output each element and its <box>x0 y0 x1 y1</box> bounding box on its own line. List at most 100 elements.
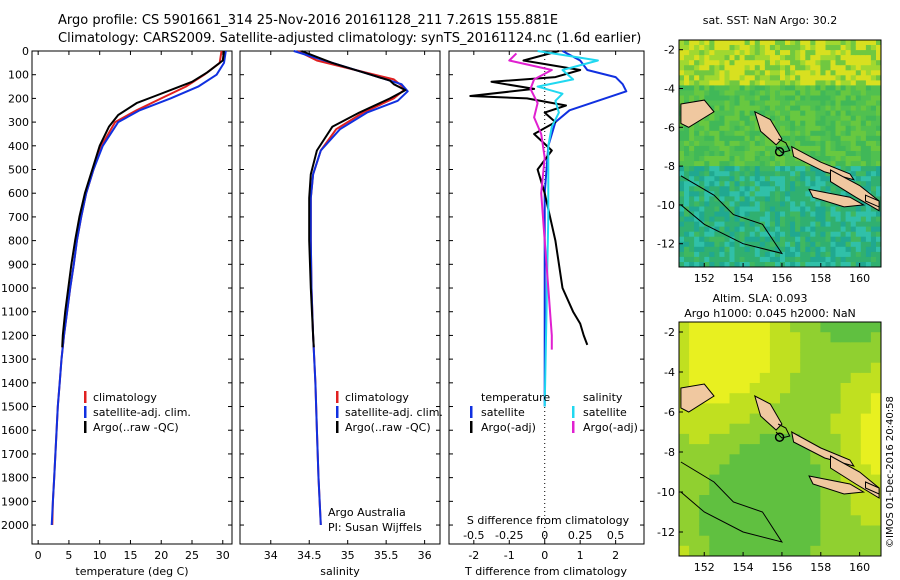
map-cell <box>759 196 766 202</box>
map-cell <box>810 403 821 415</box>
map-cell <box>749 236 756 243</box>
map-cell <box>840 251 847 258</box>
map-cell <box>729 105 735 112</box>
map-cell <box>790 454 801 465</box>
map-cell <box>769 65 776 71</box>
map-cell <box>876 75 882 81</box>
map-cell <box>689 151 695 157</box>
map-cell <box>679 262 685 268</box>
map-cell <box>709 201 715 207</box>
map-cell <box>729 65 735 71</box>
map-cell <box>769 262 776 268</box>
map-cell <box>855 65 862 71</box>
map-cell <box>759 444 771 455</box>
map-cell <box>825 262 831 268</box>
map-cell <box>734 181 740 187</box>
map-cell <box>694 156 700 162</box>
map-cell <box>780 130 786 137</box>
map-cell <box>689 80 695 86</box>
map-cell <box>825 75 831 81</box>
map-cell <box>825 125 831 132</box>
map-cell <box>749 454 761 465</box>
map-cell <box>744 186 751 192</box>
map-cell <box>835 90 841 96</box>
map-cell <box>679 186 685 192</box>
map-cell <box>719 75 725 81</box>
map-cell <box>764 196 771 202</box>
map-cell <box>729 176 735 182</box>
map-cell <box>744 40 751 46</box>
map-cell <box>769 55 776 61</box>
map-cell <box>714 100 720 106</box>
map-cell <box>800 505 811 516</box>
map-cell <box>684 221 690 228</box>
map-cell <box>749 191 756 197</box>
map-cell <box>694 256 700 263</box>
map-cell <box>729 505 741 516</box>
map-cell <box>679 191 685 197</box>
map-cell <box>759 231 766 238</box>
map-cell <box>815 256 821 263</box>
map-x-tick-label: 160 <box>849 561 870 574</box>
map-cell <box>729 196 735 202</box>
map-cell <box>876 256 882 263</box>
map-cell <box>694 211 700 217</box>
map-cell <box>739 236 746 243</box>
y-tick-label: 100 <box>8 69 29 82</box>
map-cell <box>734 85 740 91</box>
map-cell <box>820 505 831 516</box>
map-cell <box>785 145 791 152</box>
x-tick-label: 36 <box>418 549 432 562</box>
map-cell <box>780 100 786 106</box>
map-cell <box>704 75 710 81</box>
map-cell <box>790 191 796 197</box>
map-cell <box>815 75 821 81</box>
map-cell <box>764 206 771 212</box>
map-cell <box>689 95 695 101</box>
map-cell <box>679 251 685 258</box>
map-cell <box>684 80 690 86</box>
map-cell <box>845 241 852 248</box>
map-cell <box>679 95 685 101</box>
map-cell <box>810 484 821 496</box>
y-tick-label: 800 <box>8 235 29 248</box>
map-cell <box>820 171 826 177</box>
map-cell <box>805 236 811 243</box>
map-cell <box>810 515 821 526</box>
map-cell <box>815 100 821 106</box>
map-cell <box>805 80 811 86</box>
map-cell <box>775 55 781 61</box>
map-cell <box>739 322 751 333</box>
map-cell <box>790 322 801 333</box>
map-cell <box>800 135 806 142</box>
map-cell <box>744 105 751 112</box>
map-cell <box>790 70 796 76</box>
map-cell <box>749 130 756 137</box>
map-cell <box>689 474 700 486</box>
map-cell <box>679 45 685 51</box>
legend-swatch-climatology <box>336 391 339 403</box>
sst-map-title: sat. SST: NaN Argo: 30.2 <box>703 14 837 27</box>
map-cell <box>845 75 852 81</box>
map-cell <box>684 256 690 263</box>
map-cell <box>876 135 882 142</box>
map-cell <box>855 256 862 263</box>
map-cell <box>719 403 730 415</box>
map-cell <box>850 145 857 152</box>
map-cell <box>749 161 756 167</box>
map-cell <box>699 403 710 415</box>
map-cell <box>790 206 796 212</box>
map-cell <box>769 176 776 182</box>
map-cell <box>724 145 730 152</box>
map-cell <box>800 105 806 112</box>
map-cell <box>729 262 735 268</box>
map-cell <box>840 505 852 516</box>
map-cell <box>830 75 836 81</box>
map-cell <box>860 135 867 142</box>
map-cell <box>709 454 720 465</box>
map-cell <box>825 85 831 91</box>
map-cell <box>744 125 751 132</box>
map-cell <box>734 216 740 223</box>
map-cell <box>805 246 811 253</box>
map-cell <box>840 120 847 127</box>
